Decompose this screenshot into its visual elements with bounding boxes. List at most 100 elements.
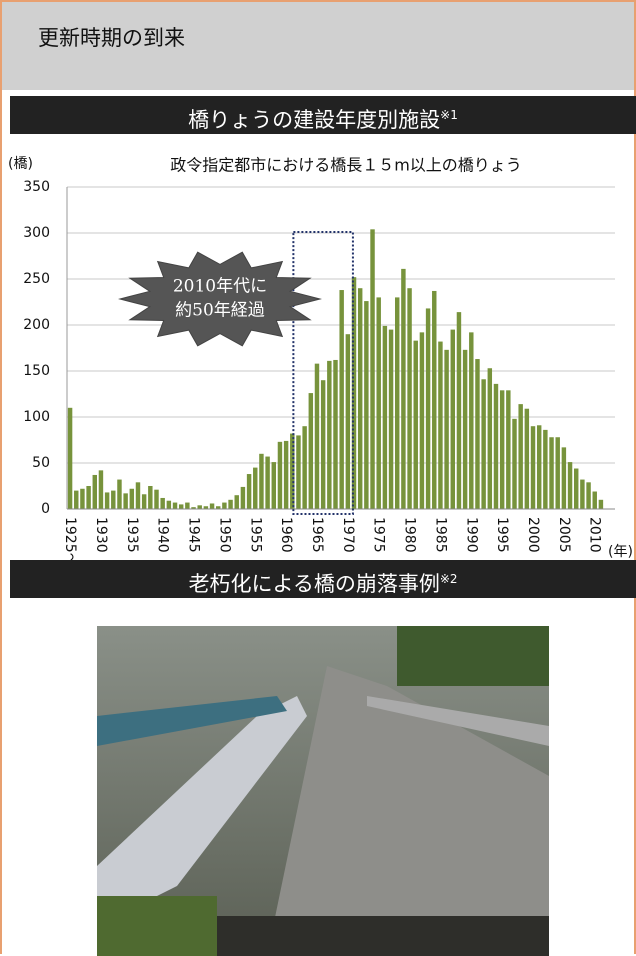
bar: [172, 502, 178, 509]
bar: [333, 359, 338, 509]
bar: [92, 474, 97, 509]
bar: [574, 468, 579, 509]
bar: [185, 502, 190, 509]
bar: [141, 494, 147, 509]
x-tick-label: 1950: [216, 517, 232, 553]
x-tick-label: 2005: [556, 517, 572, 553]
annotation: 約50年経過: [175, 301, 265, 321]
x-tick-label: 1970: [340, 517, 356, 553]
chart-title: 政令指定都市における橋長１５m以上の橋りょう: [170, 156, 522, 175]
bar: [549, 437, 554, 509]
x-tick-label: 1975: [371, 517, 387, 553]
bar: [561, 447, 567, 509]
bar: [320, 380, 326, 509]
bar: [246, 474, 252, 509]
y-axis-label: (橋): [8, 156, 33, 172]
bar: [222, 502, 227, 509]
x-tick-label: 1940: [155, 517, 171, 553]
y-tick-label: 50: [32, 455, 50, 471]
bar: [580, 479, 585, 509]
annotation: 2010年代に: [173, 277, 267, 297]
bar: [499, 390, 505, 509]
bar: [567, 462, 573, 509]
bar: [290, 433, 295, 509]
bar: [216, 506, 221, 509]
bar: [277, 441, 283, 509]
bar: [203, 506, 209, 509]
x-tick-label: 1960: [278, 517, 294, 553]
x-tick-label: 2000: [525, 517, 541, 553]
bar: [524, 408, 530, 509]
bar: [240, 486, 246, 509]
bar: [166, 500, 172, 509]
bar: [438, 341, 443, 509]
bar: [370, 229, 375, 509]
section-title: 橋りょうの建設年度別施設: [188, 108, 441, 132]
bar: [462, 349, 468, 509]
bar: [129, 488, 135, 509]
bar: [135, 482, 141, 509]
bar: [444, 349, 449, 509]
bar: [228, 499, 233, 509]
bar: [104, 492, 110, 509]
bar: [351, 277, 357, 509]
x-tick-label: 1945: [186, 517, 202, 553]
bar: [407, 288, 412, 509]
starburst: [118, 251, 322, 347]
x-axis-label: (年): [608, 544, 633, 560]
bar: [314, 363, 320, 509]
bar: [401, 268, 406, 509]
y-tick-label: 300: [23, 225, 50, 241]
highlight-box: [292, 231, 354, 515]
bar: [302, 426, 307, 509]
bar: [481, 379, 486, 509]
bar: [345, 334, 351, 509]
note: ※2: [439, 572, 458, 586]
bar: [395, 297, 400, 509]
bar: [283, 440, 289, 509]
y-tick-label: 350: [23, 179, 50, 195]
bar: [493, 383, 499, 509]
bar: [475, 359, 480, 509]
bar: [253, 467, 258, 509]
bar: [419, 332, 425, 509]
photo: [97, 626, 549, 956]
bar: [364, 301, 369, 509]
bar: [592, 491, 597, 509]
bar: [80, 488, 85, 509]
bar: [518, 404, 523, 509]
bar: [154, 489, 159, 509]
x-tick-label: 1925〜: [62, 517, 78, 562]
bar: [191, 507, 196, 509]
bar: [111, 490, 116, 509]
bar: [536, 425, 542, 509]
bar: [327, 360, 332, 509]
bar: [388, 329, 394, 509]
y-tick-label: 250: [23, 271, 50, 287]
chart: 政令指定都市における橋長１５m以上の橋りょう (橋) (年) 0 50 100 150…: [8, 156, 633, 563]
bar: [456, 312, 462, 509]
bar: [209, 503, 215, 509]
bar: [178, 504, 184, 509]
x-tick-label: 1965: [309, 517, 325, 553]
x-tick-label: 1995: [494, 517, 510, 553]
bar: [86, 486, 91, 509]
bar: [123, 493, 128, 509]
bar: [413, 340, 418, 509]
bar: [425, 308, 431, 509]
bar: [512, 418, 517, 509]
bar: [308, 393, 314, 509]
bar: [271, 462, 276, 509]
bar: [117, 479, 122, 509]
bar: [296, 435, 301, 509]
bar: [160, 497, 165, 509]
x-tick-label: 1935: [124, 517, 140, 553]
x-tick-label: 1930: [93, 517, 109, 553]
bar: [339, 290, 344, 509]
header: 更新時期の到来: [2, 2, 634, 90]
bar: [506, 390, 511, 509]
x-tick-label: 1955: [247, 517, 263, 553]
bar: [357, 288, 363, 509]
bar: [376, 297, 381, 509]
